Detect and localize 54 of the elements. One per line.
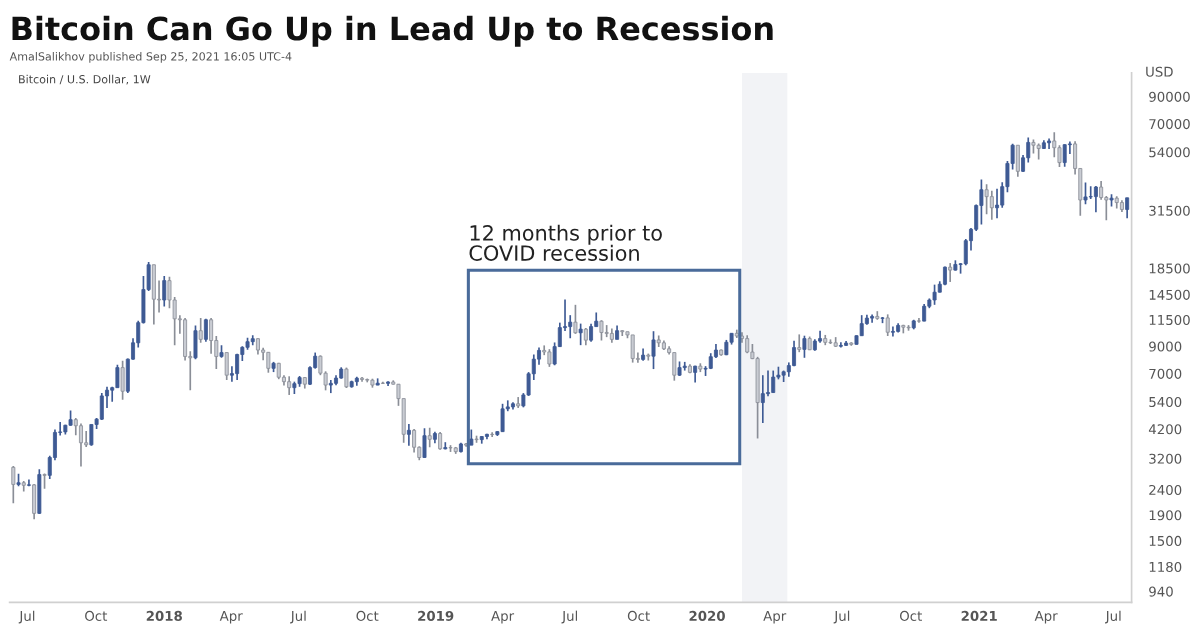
candlestick xyxy=(224,351,229,381)
candlestick xyxy=(802,334,807,359)
candlestick xyxy=(859,314,864,337)
candlestick xyxy=(11,465,16,505)
candlestick xyxy=(287,375,292,396)
candlestick xyxy=(427,426,432,449)
candlestick xyxy=(32,483,37,520)
candlestick xyxy=(412,428,417,454)
candlestick xyxy=(162,275,167,308)
candlestick xyxy=(37,468,42,515)
candlestick xyxy=(1062,143,1067,168)
candlestick xyxy=(1093,185,1098,214)
annotation: 12 months prior to COVID recession xyxy=(469,224,662,261)
candlestick xyxy=(948,262,953,283)
candlestick xyxy=(26,478,31,487)
candlestick xyxy=(989,189,994,221)
candlestick xyxy=(797,333,802,354)
candlestick xyxy=(1083,181,1088,205)
candlestick xyxy=(198,317,203,344)
candlestick xyxy=(328,379,333,394)
candlestick xyxy=(235,353,240,381)
candlestick xyxy=(755,356,760,440)
candlestick xyxy=(1067,140,1072,155)
candlestick xyxy=(266,351,271,374)
candlestick xyxy=(193,324,198,360)
candlestick xyxy=(1026,136,1031,164)
candlestick xyxy=(630,334,635,364)
candlestick xyxy=(885,313,890,337)
candlestick xyxy=(406,423,411,447)
candlestick xyxy=(120,359,125,401)
chart-title: Bitcoin Can Go Up in Lead Up to Recession xyxy=(12,15,773,47)
candlestick xyxy=(500,402,505,433)
candlestick xyxy=(99,392,104,421)
candlestick xyxy=(89,423,94,447)
candlestick xyxy=(422,427,427,459)
candlestick xyxy=(599,319,604,342)
candlestick xyxy=(672,351,677,382)
candlestick xyxy=(1052,131,1057,159)
candlestick xyxy=(79,422,83,468)
candlestick xyxy=(932,283,937,306)
candlestick xyxy=(573,303,578,335)
candlestick xyxy=(995,187,999,220)
candlestick xyxy=(771,369,776,394)
candlestick xyxy=(490,431,495,438)
candlestick xyxy=(651,330,656,370)
candlestick xyxy=(151,263,156,326)
candlestick xyxy=(984,183,989,216)
candlestick xyxy=(1125,196,1130,220)
candlestick xyxy=(890,325,895,338)
candlestick xyxy=(979,178,984,226)
candlestick xyxy=(760,374,765,424)
candlestick xyxy=(578,322,583,347)
candlestick xyxy=(1015,144,1020,178)
candlestick xyxy=(115,363,120,389)
